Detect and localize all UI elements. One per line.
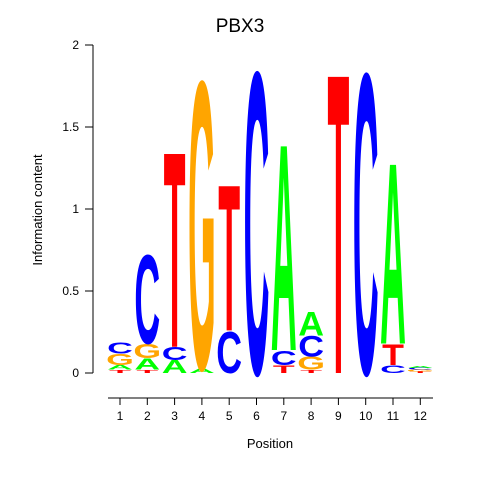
logo-letter-adenine: A — [189, 367, 215, 374]
logo-letter-adenine: A — [134, 355, 160, 373]
logo-letter-thymine: T — [273, 363, 295, 376]
x-tick-label: 8 — [308, 409, 315, 423]
logo-letter-guanine: G — [406, 369, 434, 372]
x-tick-label: 7 — [280, 409, 287, 423]
logo-letter-cytosine: C — [107, 339, 133, 357]
logo-letter-adenine: A — [271, 82, 297, 413]
y-tick-label: 0 — [72, 366, 79, 380]
x-tick-label: 5 — [226, 409, 233, 423]
logo-letter-cytosine: C — [353, 0, 379, 465]
logo-letter-thymine: T — [382, 338, 404, 371]
logo-letter-cytosine: C — [216, 321, 242, 386]
logo-letter-thymine: T — [164, 94, 186, 407]
y-axis-ticks: 0 0.5 1 1.5 2 — [62, 38, 93, 380]
x-axis-label: Position — [247, 436, 293, 451]
x-tick-label: 4 — [199, 409, 206, 423]
x-tick-label: 10 — [359, 409, 373, 423]
logo-letter-thymine: T — [327, 0, 349, 465]
x-tick-label: 2 — [144, 409, 151, 423]
logo-letter-adenine: A — [407, 366, 433, 369]
logo-letter-cytosine: C — [407, 368, 433, 371]
logo-letter-thymine: T — [109, 369, 131, 374]
y-tick-label: 2 — [72, 38, 79, 52]
logo-letter-thymine: T — [300, 369, 322, 374]
logo-letter-thymine: T — [136, 369, 158, 374]
x-tick-label: 1 — [117, 409, 124, 423]
logo-letter-adenine: A — [380, 110, 406, 400]
x-tick-label: 3 — [171, 409, 178, 423]
logo-letter-cytosine: C — [380, 363, 406, 376]
x-tick-label: 6 — [253, 409, 260, 423]
logo-letter-cytosine: C — [298, 330, 324, 363]
chart-title: PBX3 — [216, 16, 265, 37]
logo-letter-cytosine: C — [244, 0, 270, 466]
logo-letter-cytosine: C — [162, 344, 188, 365]
y-tick-label: 0.5 — [62, 284, 79, 298]
logo-letter-guanine: G — [133, 341, 161, 364]
logo-letter-guanine: G — [297, 354, 325, 375]
logo-letter-cytosine: C — [134, 228, 160, 371]
y-tick-label: 1 — [72, 202, 79, 216]
logo-letter-thymine: T — [218, 141, 240, 375]
logo-letter-adenine: A — [298, 305, 324, 343]
y-axis-label: Information content — [30, 154, 45, 266]
x-tick-label: 11 — [387, 409, 400, 423]
y-tick-label: 1.5 — [62, 120, 79, 134]
logo-letter-cytosine: C — [271, 347, 297, 370]
x-tick-label: 9 — [335, 409, 342, 423]
logo-letter-thymine: T — [409, 371, 432, 374]
x-tick-label: 12 — [414, 409, 428, 423]
logo-letter-adenine: A — [107, 364, 133, 371]
x-axis-ticks: 1 2 3 4 5 6 7 8 9 10 11 12 — [117, 398, 428, 423]
logo-letter-guanine: G — [188, 0, 216, 457]
logo-letter-guanine: G — [106, 350, 134, 368]
logo-letter-adenine: A — [162, 357, 188, 378]
